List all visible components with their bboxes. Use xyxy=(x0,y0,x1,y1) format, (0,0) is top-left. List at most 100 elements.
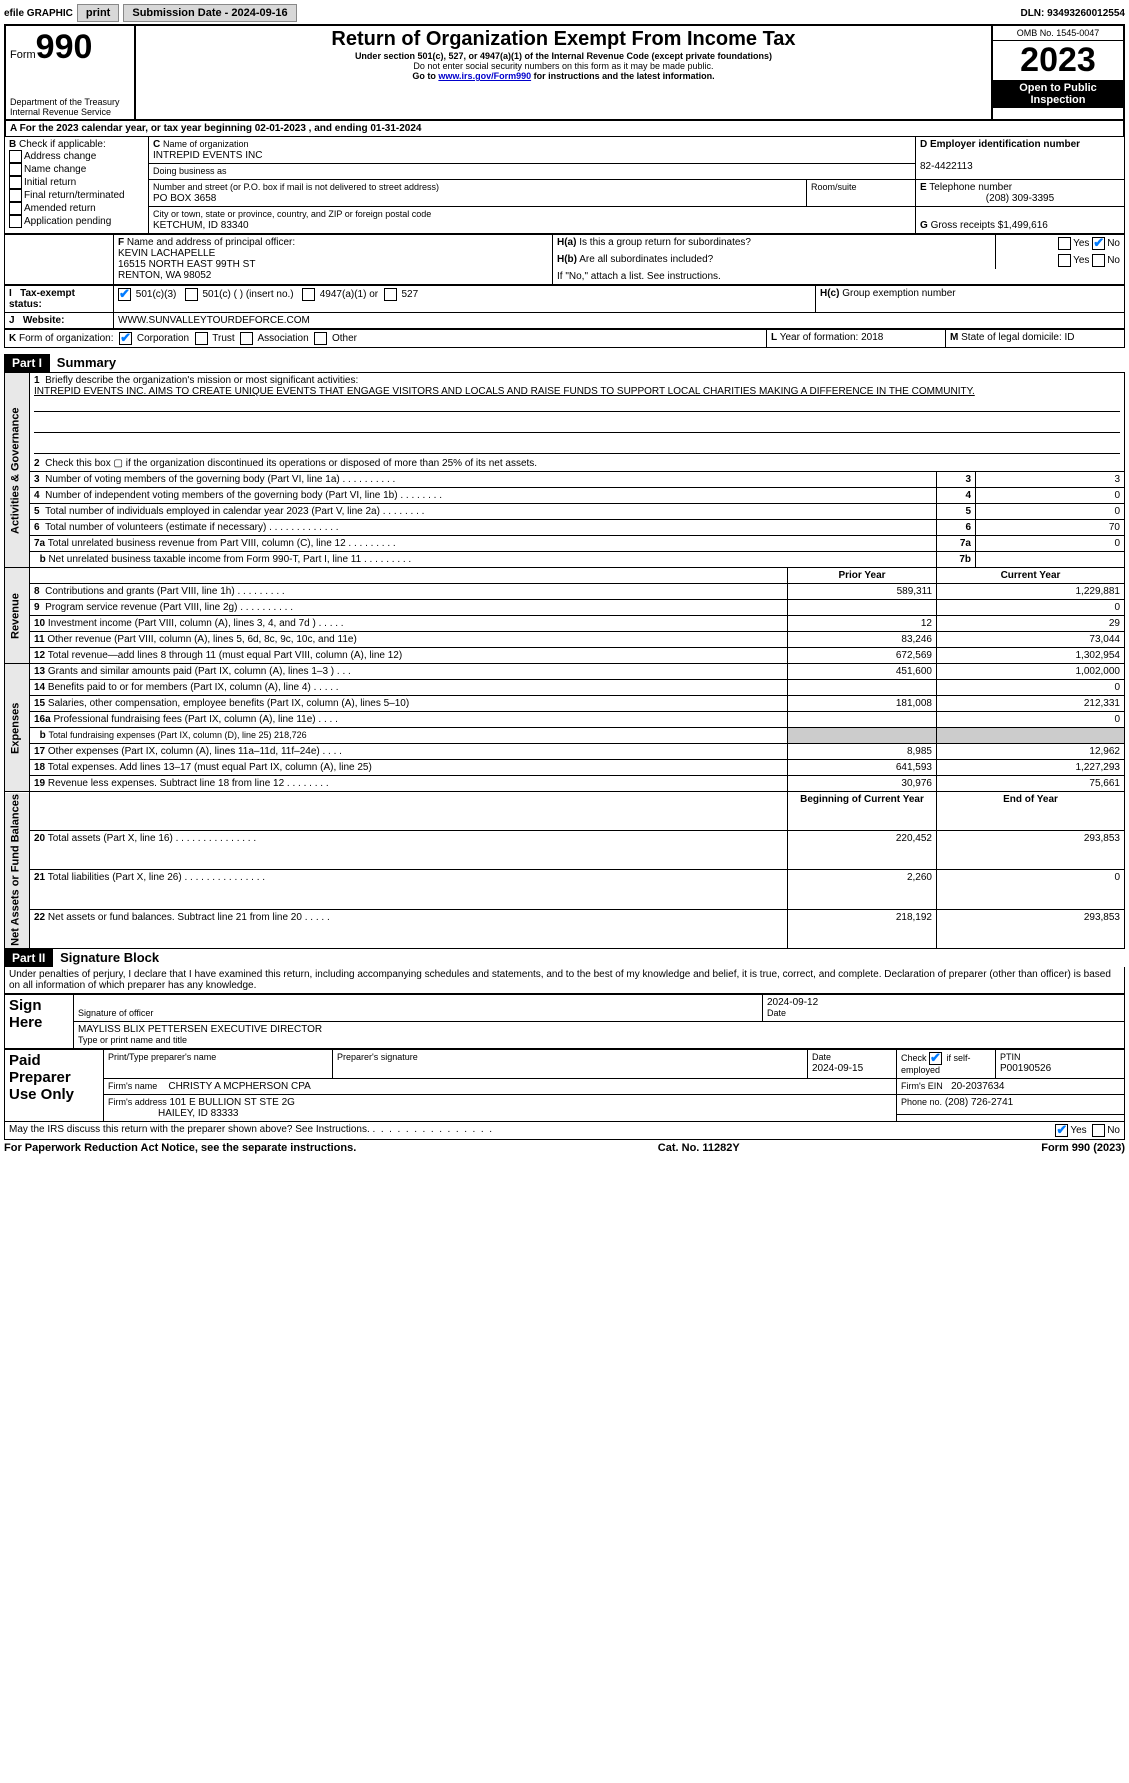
city-value: KETCHUM, ID 83340 xyxy=(153,220,249,231)
street-label: Number and street (or P.O. box if mail i… xyxy=(153,182,439,192)
form-number: 990 xyxy=(36,28,93,66)
form-title: Return of Organization Exempt From Incom… xyxy=(140,28,987,51)
cb-assoc[interactable] xyxy=(240,332,253,345)
line-3: 3 Number of voting members of the govern… xyxy=(5,472,1125,488)
line-6: 6 Total number of volunteers (estimate i… xyxy=(5,520,1125,536)
fh-grid: F Name and address of principal officer:… xyxy=(4,234,1125,285)
page-footer: For Paperwork Reduction Act Notice, see … xyxy=(4,1142,1125,1154)
q2-text: Check this box ▢ if the organization dis… xyxy=(45,458,537,469)
org-name: INTREPID EVENTS INC xyxy=(153,150,262,161)
col-current: Current Year xyxy=(937,568,1125,584)
ij-grid: I Tax-exempt status: 501(c)(3) 501(c) ( … xyxy=(4,285,1125,329)
cb-other[interactable] xyxy=(314,332,327,345)
print-button[interactable]: print xyxy=(77,4,119,22)
form990-link[interactable]: www.irs.gov/Form990 xyxy=(438,71,531,81)
period-line: A For the 2023 calendar year, or tax yea… xyxy=(4,121,1125,136)
line-11: 11 Other revenue (Part VIII, column (A),… xyxy=(5,632,1125,648)
info-grid: B Check if applicable: Address change Na… xyxy=(4,136,1125,234)
officer-name: KEVIN LACHAPELLE xyxy=(118,248,215,259)
line-4: 4 Number of independent voting members o… xyxy=(5,488,1125,504)
klm-grid: K Form of organization: Corporation Trus… xyxy=(4,329,1125,348)
website-label: Website: xyxy=(23,315,65,326)
discuss-row: May the IRS discuss this return with the… xyxy=(4,1122,1125,1140)
cb-initial-return[interactable] xyxy=(9,176,22,189)
cb-ha-yes[interactable] xyxy=(1058,237,1071,250)
prep-date: 2024-09-15 xyxy=(812,1063,863,1074)
line-12: 12 Total revenue—add lines 8 through 11 … xyxy=(5,648,1125,664)
vtab-exp: Expenses xyxy=(5,664,30,792)
firm-phone: (208) 726-2741 xyxy=(945,1097,1013,1108)
phone-value: (208) 309-3395 xyxy=(920,193,1120,204)
discuss-text: May the IRS discuss this return with the… xyxy=(9,1124,370,1137)
cb-501c[interactable] xyxy=(185,288,198,301)
cb-discuss-yes[interactable] xyxy=(1055,1124,1068,1137)
part1-header-row: Part I Summary xyxy=(4,354,1125,372)
col-prior: Prior Year xyxy=(788,568,937,584)
cb-4947[interactable] xyxy=(302,288,315,301)
cb-amended-return[interactable] xyxy=(9,202,22,215)
line-8: 8 Contributions and grants (Part VIII, l… xyxy=(5,584,1125,600)
year-formation-value: 2018 xyxy=(861,332,883,343)
footer-mid: Cat. No. 11282Y xyxy=(658,1142,740,1154)
perjury-text: Under penalties of perjury, I declare th… xyxy=(4,967,1125,994)
cb-address-change[interactable] xyxy=(9,150,22,163)
form-org-label: Form of organization: xyxy=(19,333,114,344)
paid-preparer-label: Paid Preparer Use Only xyxy=(5,1049,104,1121)
line-7a: 7a Total unrelated business revenue from… xyxy=(5,536,1125,552)
firm-addr1: 101 E BULLION ST STE 2G xyxy=(170,1097,295,1108)
cb-501c3[interactable] xyxy=(118,288,131,301)
line-19: 19 Revenue less expenses. Subtract line … xyxy=(5,776,1125,792)
domicile-value: ID xyxy=(1065,332,1075,343)
vtab-rev: Revenue xyxy=(5,568,30,664)
hc-label: Group exemption number xyxy=(842,288,955,299)
cb-final-return[interactable] xyxy=(9,189,22,202)
firm-name: CHRISTY A MCPHERSON CPA xyxy=(168,1081,310,1092)
top-bar: efile GRAPHIC print Submission Date - 20… xyxy=(4,4,1125,22)
cb-hb-no[interactable] xyxy=(1092,254,1105,267)
sig-name: MAYLISS BLIX PETTERSEN EXECUTIVE DIRECTO… xyxy=(78,1024,322,1035)
footer-right: Form 990 (2023) xyxy=(1041,1142,1125,1154)
submission-date: Submission Date - 2024-09-16 xyxy=(123,4,296,22)
cb-hb-yes[interactable] xyxy=(1058,254,1071,267)
cb-discuss-no[interactable] xyxy=(1092,1124,1105,1137)
line-22: 22 Net assets or fund balances. Subtract… xyxy=(5,909,1125,948)
line-9: 9 Program service revenue (Part VIII, li… xyxy=(5,600,1125,616)
line-20: 20 Total assets (Part X, line 16) . . . … xyxy=(5,831,1125,870)
cb-application-pending[interactable] xyxy=(9,215,22,228)
line-16a: 16a Professional fundraising fees (Part … xyxy=(5,712,1125,728)
firm-addr2: HAILEY, ID 83333 xyxy=(158,1108,238,1119)
cb-ha-no[interactable] xyxy=(1092,237,1105,250)
line-7b: b Net unrelated business taxable income … xyxy=(5,552,1125,568)
sig-date: 2024-09-12 xyxy=(767,997,818,1008)
officer-label: Name and address of principal officer: xyxy=(127,237,295,248)
officer-city: RENTON, WA 98052 xyxy=(118,270,211,281)
mission-text: INTREPID EVENTS INC. AIMS TO CREATE UNIQ… xyxy=(34,386,975,397)
website-value: WWW.SUNVALLEYTOURDEFORCE.COM xyxy=(118,315,310,326)
org-name-label: Name of organization xyxy=(163,139,249,149)
hb-label: Are all subordinates included? xyxy=(579,254,713,265)
part2-header-row: Part II Signature Block xyxy=(4,949,1125,967)
form-subtitle: Under section 501(c), 527, or 4947(a)(1)… xyxy=(140,51,987,61)
preparer-table: Paid Preparer Use Only Print/Type prepar… xyxy=(4,1049,1125,1122)
form-label: Form xyxy=(10,49,36,61)
cb-trust[interactable] xyxy=(195,332,208,345)
line-17: 17 Other expenses (Part IX, column (A), … xyxy=(5,744,1125,760)
city-label: City or town, state or province, country… xyxy=(153,209,431,219)
cb-527[interactable] xyxy=(384,288,397,301)
cb-corp[interactable] xyxy=(119,332,132,345)
part1-table: Activities & Governance 1 Briefly descri… xyxy=(4,372,1125,949)
domicile-label: State of legal domicile: xyxy=(961,332,1062,343)
sign-here-label: Sign Here xyxy=(5,994,74,1048)
phone-label: Telephone number xyxy=(929,182,1012,193)
vtab-ag: Activities & Governance xyxy=(5,373,30,568)
cb-name-change[interactable] xyxy=(9,163,22,176)
line-13: 13 Grants and similar amounts paid (Part… xyxy=(30,664,788,680)
gross-receipts-value: 1,499,616 xyxy=(1003,220,1048,231)
hb-note: If "No," attach a list. See instructions… xyxy=(557,271,721,282)
open-to-public: Open to Public Inspection xyxy=(993,80,1123,108)
dln-label: DLN: 93493260012554 xyxy=(1020,8,1125,19)
sig-officer-label: Signature of officer xyxy=(78,1008,153,1018)
ha-label: Is this a group return for subordinates? xyxy=(579,237,751,248)
cb-self-employed[interactable] xyxy=(929,1052,942,1065)
signature-table: Sign Here Signature of officer 2024-09-1… xyxy=(4,994,1125,1049)
